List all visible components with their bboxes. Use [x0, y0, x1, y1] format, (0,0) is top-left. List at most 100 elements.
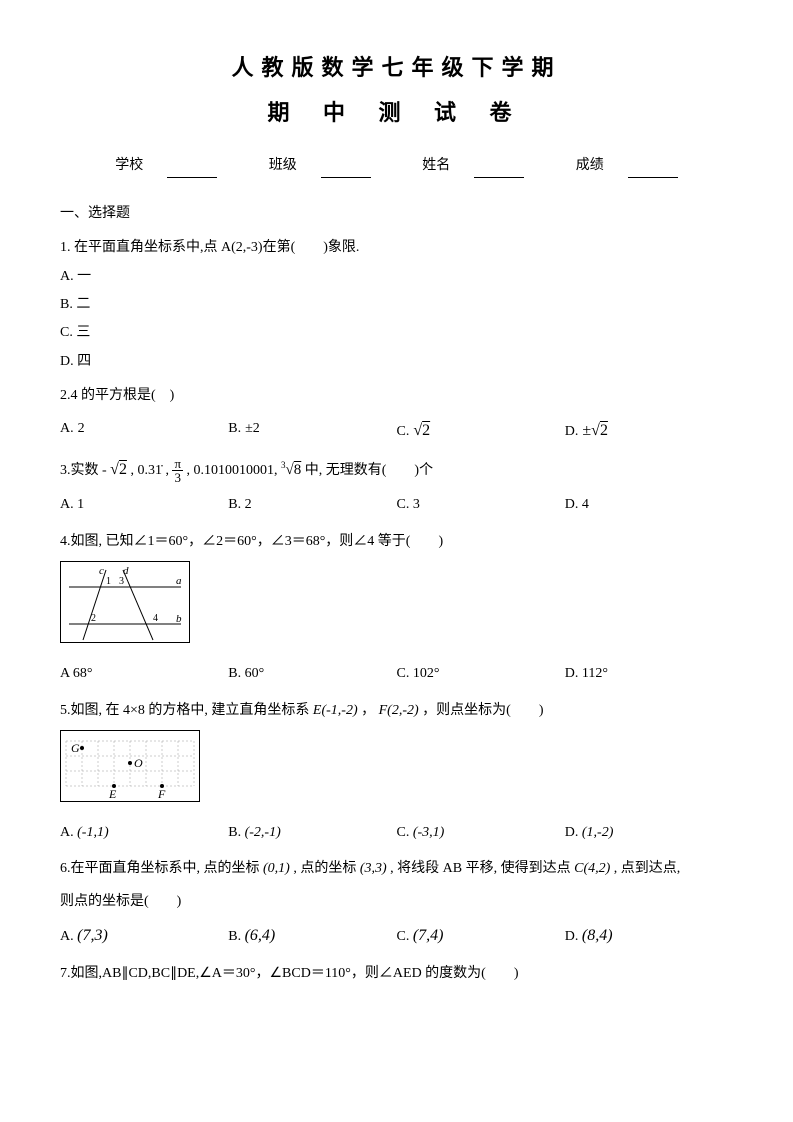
q4-opt-d: D. 112°	[565, 663, 733, 685]
q6-line1: 6.在平面直角坐标系中, 点的坐标 (0,1) , 点的坐标 (3,3) , 将…	[60, 858, 733, 880]
q4-label-4: 4	[153, 613, 158, 624]
q3-n3: ,	[165, 463, 172, 478]
q6-c-val: (7,4)	[413, 927, 444, 944]
question-7: 7.如图,AB∥CD,BC∥DE,∠A＝30°，∠BCD＝110°，则∠AED …	[60, 963, 733, 985]
q5-f: F(2,-2)	[379, 703, 419, 718]
q3-opt-a: A. 1	[60, 494, 228, 516]
q5-opt-b: B. (-2,-1)	[228, 822, 396, 844]
section-header-1: 一、选择题	[60, 203, 733, 225]
q5-c-val: (-3,1)	[413, 825, 445, 840]
q5-opt-c: C. (-3,1)	[397, 822, 565, 844]
q4-label-2: 2	[91, 613, 96, 624]
q3-suffix: 中, 无理数有( )个	[305, 463, 433, 478]
q5-opt-a: A. (-1,1)	[60, 822, 228, 844]
class-label: 班级	[269, 158, 297, 173]
q6-t3: , 将线段 AB 平移, 使得到达点	[390, 861, 570, 876]
q6-p3: C(4,2)	[574, 861, 610, 876]
school-label: 学校	[115, 158, 143, 173]
q6-p1: (0,1)	[263, 861, 290, 876]
q4-text: 4.如图, 已知∠1＝60°，∠2＝60°，∠3＝68°，则∠4 等于( )	[60, 531, 733, 553]
q2-c-label: C.	[397, 424, 410, 439]
q5-label-e: E	[108, 787, 117, 801]
q6-opt-c: C. (7,4)	[397, 923, 565, 949]
q5-a-label: A.	[60, 825, 74, 840]
q2-opt-b: B. ±2	[228, 418, 396, 444]
q3-prefix: 3.实数 -	[60, 463, 110, 478]
q5-label-g: G	[71, 741, 80, 755]
q6-t2: , 点的坐标	[293, 861, 356, 876]
q3-frac-num: π	[172, 457, 183, 471]
q6-line2: 则点的坐标是( )	[60, 891, 733, 913]
question-3: 3.实数 - √2 , 0.31̇ , π3 , 0.1010010001, 3…	[60, 457, 733, 517]
q5-svg: G O E F	[61, 731, 199, 801]
q1-text: 1. 在平面直角坐标系中,点 A(2,-3)在第( )象限.	[60, 237, 733, 259]
q3-opt-d: D. 4	[565, 494, 733, 516]
question-6: 6.在平面直角坐标系中, 点的坐标 (0,1) , 点的坐标 (3,3) , 将…	[60, 858, 733, 948]
q6-opt-b: B. (6,4)	[228, 923, 396, 949]
q4-label-c: c	[99, 565, 104, 577]
q4-label-1: 1	[106, 576, 111, 587]
blank-class	[321, 164, 371, 178]
q7-text: 7.如图,AB∥CD,BC∥DE,∠A＝30°，∠BCD＝110°，则∠AED …	[60, 963, 733, 985]
q1-opt-b: B. 二	[60, 294, 733, 316]
q3-sqrt2: √2	[110, 461, 127, 478]
q4-opt-b: B. 60°	[228, 663, 396, 685]
q4-label-a: a	[176, 575, 182, 587]
q5-figure: G O E F	[60, 730, 200, 802]
q6-t1: 6.在平面直角坐标系中, 点的坐标	[60, 861, 260, 876]
q6-b-val: (6,4)	[245, 927, 276, 944]
q6-d-label: D.	[565, 929, 579, 944]
title-sub: 期 中 测 试 卷	[60, 95, 733, 130]
q5-text: 5.如图, 在 4×8 的方格中, 建立直角坐标系 E(-1,-2) ， F(2…	[60, 700, 733, 722]
q3-opt-c: C. 3	[397, 494, 565, 516]
q2-opt-d: D.±√2	[565, 418, 733, 444]
name-label: 姓名	[422, 158, 450, 173]
q5-b-label: B.	[228, 825, 241, 840]
q4-label-3: 3	[119, 576, 124, 587]
info-row: 学校 班级 姓名 成绩	[60, 155, 733, 177]
q2-b-val: ±2	[245, 421, 260, 436]
blank-school	[167, 164, 217, 178]
q4-svg: c d a b 1 3 2 4	[61, 562, 189, 642]
q5-b-val: (-2,-1)	[245, 825, 281, 840]
q3-n4: , 0.1010010001,	[187, 463, 282, 478]
title-main: 人教版数学七年级下学期	[60, 50, 733, 85]
q6-p2: (3,3)	[360, 861, 387, 876]
q6-opt-a: A. (7,3)	[60, 923, 228, 949]
q2-b-label: B.	[228, 421, 241, 436]
q6-d-val: (8,4)	[582, 927, 613, 944]
q6-opt-d: D. (8,4)	[565, 923, 733, 949]
q3-text: 3.实数 - √2 , 0.31̇ , π3 , 0.1010010001, 3…	[60, 457, 733, 484]
q5-d-val: (1,-2)	[582, 825, 614, 840]
q5-comma: ，	[361, 703, 375, 718]
q4-figure: c d a b 1 3 2 4	[60, 561, 190, 643]
q3-frac-den: 3	[172, 471, 183, 484]
q2-opt-c: C.√2	[397, 418, 565, 444]
q6-t4: , 点到达点,	[614, 861, 681, 876]
blank-name	[474, 164, 524, 178]
q2-d-label: D.	[565, 424, 579, 439]
q2-a-val: 2	[78, 421, 85, 436]
q6-c-label: C.	[397, 929, 410, 944]
blank-score	[628, 164, 678, 178]
q3-cbrt8: 3√8	[281, 462, 301, 478]
q3-frac: π3	[172, 457, 183, 484]
q5-pre: 5.如图, 在 4×8 的方格中, 建立直角坐标系	[60, 703, 313, 718]
q6-b-label: B.	[228, 929, 241, 944]
q4-opt-a: A 68°	[60, 663, 228, 685]
q5-label-o: O	[134, 756, 143, 770]
q1-opt-c: C. 三	[60, 322, 733, 344]
question-1: 1. 在平面直角坐标系中,点 A(2,-3)在第( )象限. A. 一 B. 二…	[60, 237, 733, 373]
q5-label-f: F	[157, 787, 166, 801]
q3-n2: , 0.31̇	[130, 463, 162, 478]
q5-opt-d: D. (1,-2)	[565, 822, 733, 844]
q5-d-label: D.	[565, 825, 579, 840]
q2-text: 2.4 的平方根是( )	[60, 385, 733, 407]
q3-opt-b: B. 2	[228, 494, 396, 516]
q1-opt-a: A. 一	[60, 266, 733, 288]
q5-e: E(-1,-2)	[313, 703, 358, 718]
q4-opt-c: C. 102°	[397, 663, 565, 685]
question-2: 2.4 的平方根是( ) A.2 B.±2 C.√2 D.±√2	[60, 385, 733, 443]
q6-a-val: (7,3)	[77, 927, 108, 944]
question-4: 4.如图, 已知∠1＝60°，∠2＝60°，∠3＝68°，则∠4 等于( ) c…	[60, 531, 733, 686]
